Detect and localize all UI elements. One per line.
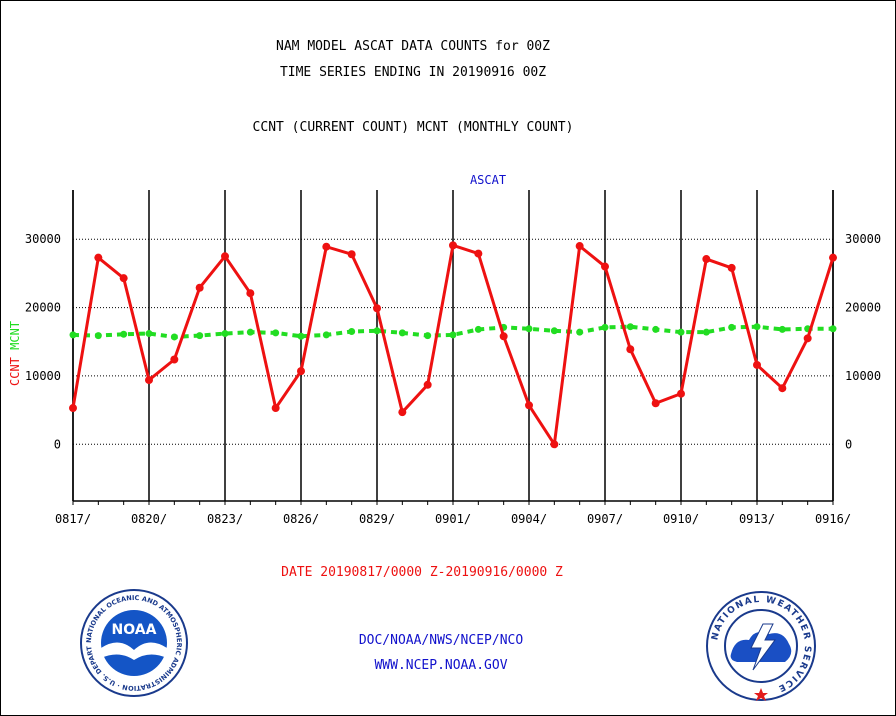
noaa-logo-text: NOAA xyxy=(112,622,157,638)
mcnt-point xyxy=(373,327,381,335)
ccnt-point xyxy=(170,355,179,364)
mcnt-point xyxy=(550,327,558,335)
mcnt-point xyxy=(601,323,609,331)
x-tick-label: 0901/ xyxy=(435,512,471,526)
y-tick-label-left: 20000 xyxy=(25,301,61,315)
ccnt-point xyxy=(753,360,761,369)
ccnt-point xyxy=(727,263,736,272)
mcnt-point xyxy=(398,329,406,337)
noaa-logo: NATIONAL OCEANIC AND ATMOSPHERIC ADMINIS… xyxy=(79,588,188,697)
mcnt-point xyxy=(778,325,786,333)
x-tick-label: 0910/ xyxy=(663,512,699,526)
y-axis-label-part: CCNT xyxy=(8,357,22,386)
ccnt-point xyxy=(803,334,812,343)
mcnt-point xyxy=(424,332,432,340)
y-tick-label-right: 10000 xyxy=(845,369,881,383)
ccnt-point xyxy=(145,376,153,385)
ccnt-point xyxy=(575,242,584,251)
mcnt-point xyxy=(297,332,305,340)
x-tick-label: 0904/ xyxy=(511,512,547,526)
nws-logo: NATIONAL WEATHER SERVICE xyxy=(706,591,816,701)
ccnt-point xyxy=(271,404,280,413)
x-tick-label: 0829/ xyxy=(359,512,395,526)
ccnt-point xyxy=(626,345,635,354)
mcnt-point xyxy=(449,331,457,339)
mcnt-point xyxy=(69,331,77,339)
panel-title: ASCAT xyxy=(470,173,506,187)
mcnt-point xyxy=(525,325,533,333)
mcnt-point xyxy=(221,330,229,338)
y-axis-label-part: MCNT xyxy=(8,321,22,357)
mcnt-point xyxy=(702,328,710,336)
ccnt-point xyxy=(373,304,381,313)
mcnt-point xyxy=(246,328,254,336)
mcnt-point xyxy=(677,328,685,336)
y-tick-label-left: 10000 xyxy=(25,369,61,383)
ccnt-point xyxy=(601,262,609,271)
ccnt-point xyxy=(297,367,305,376)
x-tick-label: 0907/ xyxy=(587,512,623,526)
ccnt-point xyxy=(119,274,128,283)
ccnt-point xyxy=(677,389,685,398)
x-tick-label: 0913/ xyxy=(739,512,775,526)
ccnt-point xyxy=(449,241,457,250)
mcnt-point xyxy=(272,329,280,337)
mcnt-point xyxy=(753,323,761,331)
ccnt-point xyxy=(221,252,229,261)
x-tick-label: 0817/ xyxy=(55,512,91,526)
ccnt-point xyxy=(550,440,559,449)
mcnt-point xyxy=(576,328,584,336)
ccnt-point xyxy=(778,384,787,393)
mcnt-point xyxy=(120,330,128,338)
subtitle: CCNT (CURRENT COUNT) MCNT (MONTHLY COUNT… xyxy=(252,120,574,135)
mcnt-point xyxy=(145,330,153,338)
ccnt-point xyxy=(423,380,432,389)
ccnt-point xyxy=(702,255,711,264)
ccnt-point xyxy=(499,332,508,341)
x-tick-label: 0916/ xyxy=(815,512,851,526)
y-axis-label: CCNT MCNT xyxy=(8,321,22,386)
date-range-label: DATE 20190817/0000 Z-20190916/0000 Z xyxy=(281,565,563,580)
mcnt-point xyxy=(474,325,482,333)
ncep-url-link[interactable]: WWW.NCEP.NOAA.GOV xyxy=(374,658,508,673)
mcnt-point xyxy=(829,325,837,333)
ccnt-point xyxy=(474,249,483,258)
ccnt-point xyxy=(246,289,255,298)
y-tick-label-left: 0 xyxy=(54,437,61,451)
mcnt-point xyxy=(322,331,330,339)
org-line: DOC/NOAA/NWS/NCEP/NCO xyxy=(358,633,524,648)
mcnt-point xyxy=(626,323,634,331)
y-tick-label-right: 30000 xyxy=(845,232,881,246)
ccnt-point xyxy=(398,408,407,417)
ccnt-point xyxy=(69,404,77,413)
x-tick-label: 0826/ xyxy=(283,512,319,526)
ccnt-point xyxy=(347,250,356,259)
title-line-1: NAM MODEL ASCAT DATA COUNTS for 00Z xyxy=(276,39,550,54)
ccnt-point xyxy=(94,253,103,262)
mcnt-point xyxy=(652,325,660,333)
ccnt-point xyxy=(195,283,204,292)
x-tick-label: 0823/ xyxy=(207,512,243,526)
mcnt-point xyxy=(728,323,736,331)
mcnt-point xyxy=(170,333,178,341)
x-tick-label: 0820/ xyxy=(131,512,167,526)
y-tick-label-right: 20000 xyxy=(845,301,881,315)
ccnt-point xyxy=(322,242,331,251)
y-tick-label-left: 30000 xyxy=(25,232,61,246)
ccnt-point xyxy=(829,253,837,262)
y-tick-label-right: 0 xyxy=(845,437,852,451)
mcnt-point xyxy=(348,327,356,335)
ccnt-point xyxy=(651,399,660,408)
mcnt-point xyxy=(196,332,204,340)
mcnt-point xyxy=(94,332,102,340)
ccnt-point xyxy=(525,401,533,410)
title-line-2: TIME SERIES ENDING IN 20190916 00Z xyxy=(279,65,547,80)
